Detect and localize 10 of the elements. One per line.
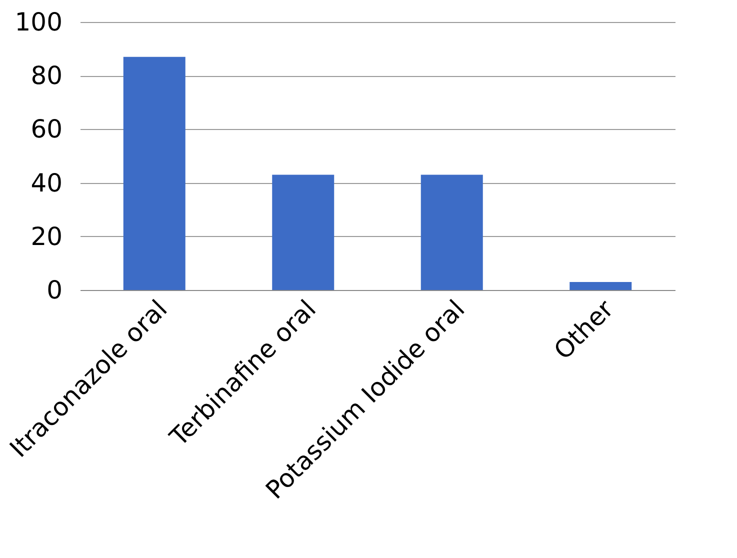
bar [272, 174, 334, 290]
y-tick-label: 80 [30, 61, 62, 90]
bar [570, 282, 632, 290]
y-tick-label: 100 [14, 8, 62, 36]
y-tick-label: 20 [30, 222, 62, 251]
bar [123, 56, 186, 290]
bar [420, 174, 483, 290]
y-tick-label: 60 [30, 114, 62, 144]
y-tick-label: 0 [46, 276, 62, 304]
y-tick-label: 40 [30, 168, 62, 198]
